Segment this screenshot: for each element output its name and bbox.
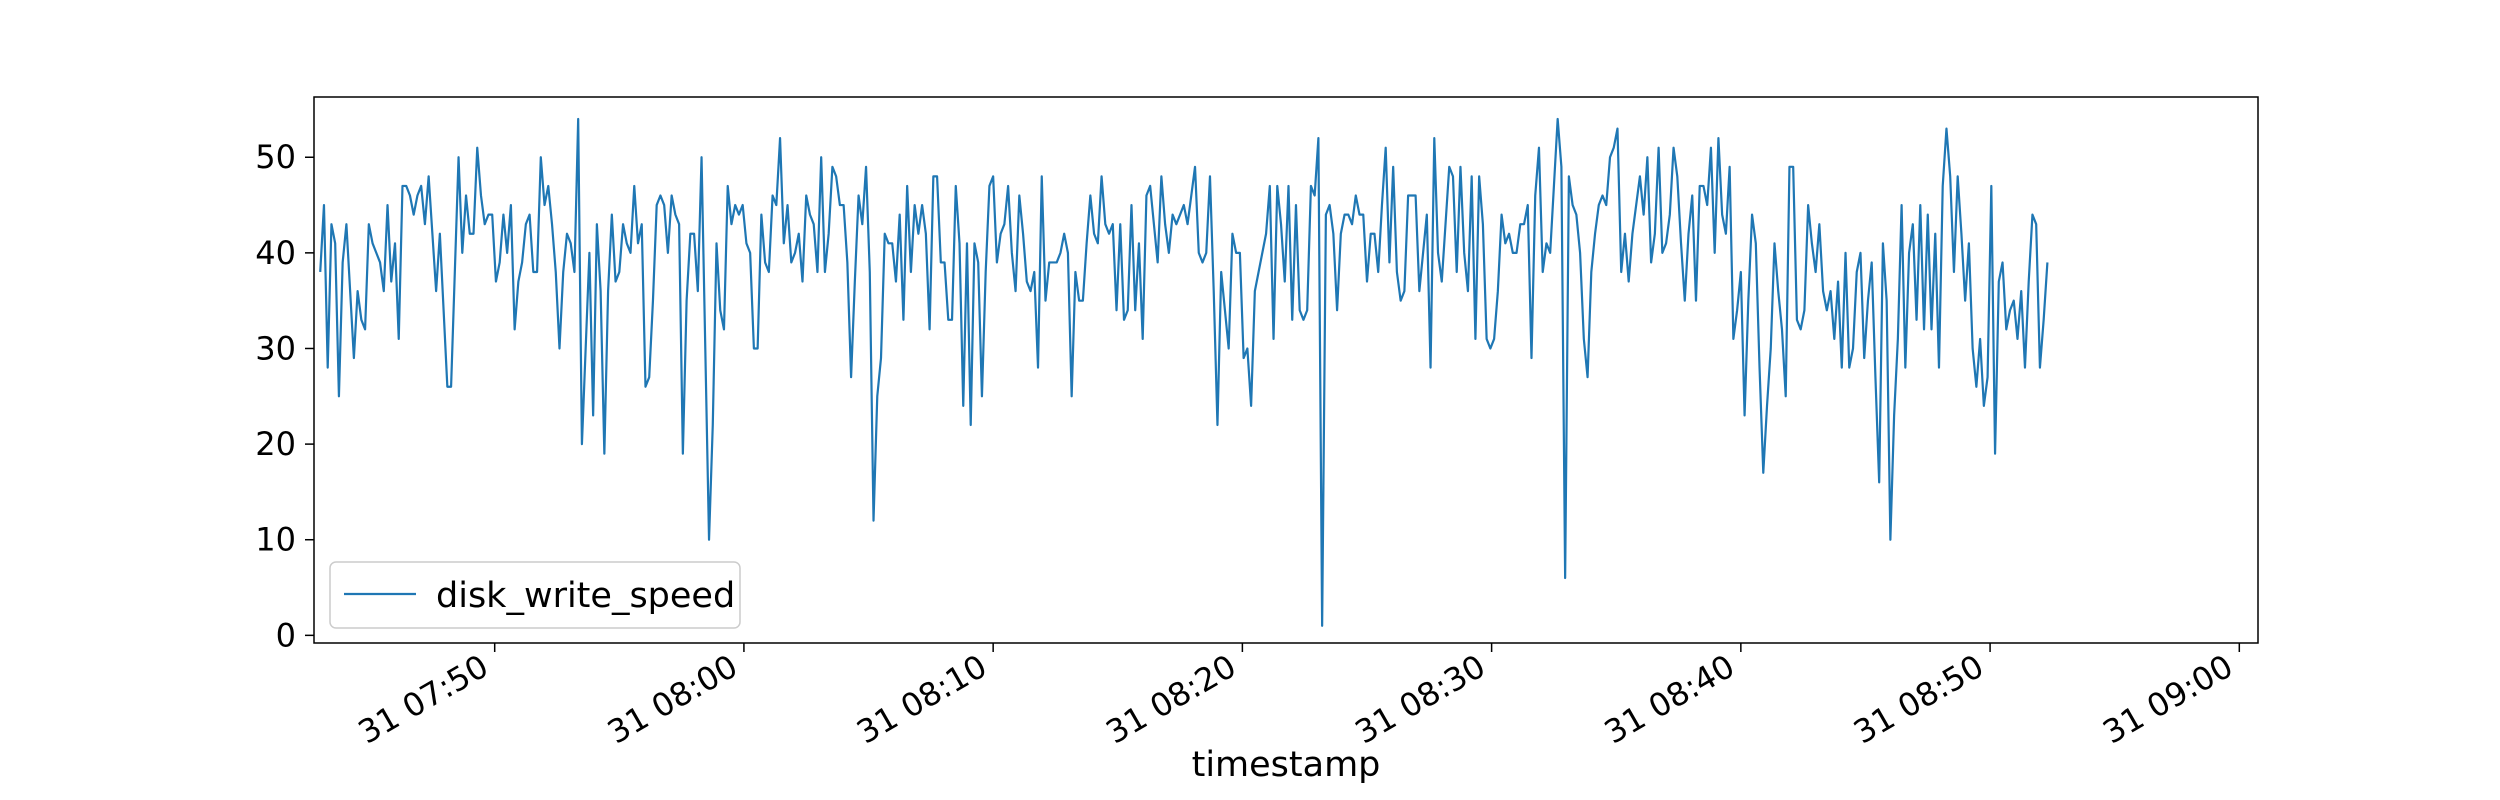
y-axis: 0 10 20 30 40 50	[255, 138, 314, 654]
plot-frame	[313, 96, 2259, 644]
y-tick-label: 0	[276, 616, 296, 654]
legend-label-disk-write-speed: disk_write_speed	[436, 576, 735, 616]
y-tick-label: 30	[255, 329, 296, 367]
x-axis-label: timestamp	[1192, 745, 1381, 785]
legend: disk_write_speed	[329, 561, 741, 629]
y-tick-label: 10	[255, 521, 296, 559]
y-tick-label: 20	[255, 425, 296, 463]
legend-box	[329, 561, 741, 629]
y-tick-label: 50	[255, 138, 296, 176]
series-line-disk-write-speed	[319, 117, 2049, 627]
plot-area	[319, 117, 2049, 627]
y-tick-label: 40	[255, 234, 296, 272]
